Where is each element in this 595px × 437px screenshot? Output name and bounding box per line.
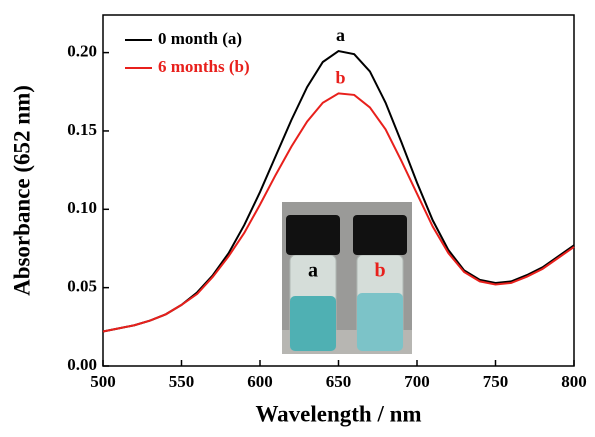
x-tick-label: 500 <box>90 372 116 391</box>
legend-label: 6 months (b) <box>158 57 250 76</box>
y-tick-label: 0.15 <box>67 120 97 139</box>
legend-label: 0 month (a) <box>158 29 242 48</box>
x-axis-title: Wavelength / nm <box>255 401 421 426</box>
y-axis-title: Absorbance (652 nm) <box>9 85 34 296</box>
inset-label: b <box>374 260 385 282</box>
x-tick-label: 550 <box>169 372 195 391</box>
plot-frame <box>102 14 575 367</box>
peak-label: b <box>335 67 345 87</box>
inset-photo <box>282 202 412 354</box>
x-tick-label: 700 <box>404 372 430 391</box>
data-line <box>102 92 575 333</box>
peak-label: a <box>336 25 345 45</box>
x-tick-label: 650 <box>326 372 352 391</box>
y-tick-label: 0.05 <box>67 277 97 296</box>
x-tick-label: 750 <box>483 372 509 391</box>
y-tick-label: 0.10 <box>67 198 97 217</box>
inset-label: a <box>308 260 318 282</box>
x-tick-label: 600 <box>247 372 273 391</box>
y-tick-label: 0.00 <box>67 355 97 374</box>
x-tick-label: 800 <box>561 372 587 391</box>
y-tick-label: 0.20 <box>67 42 97 61</box>
